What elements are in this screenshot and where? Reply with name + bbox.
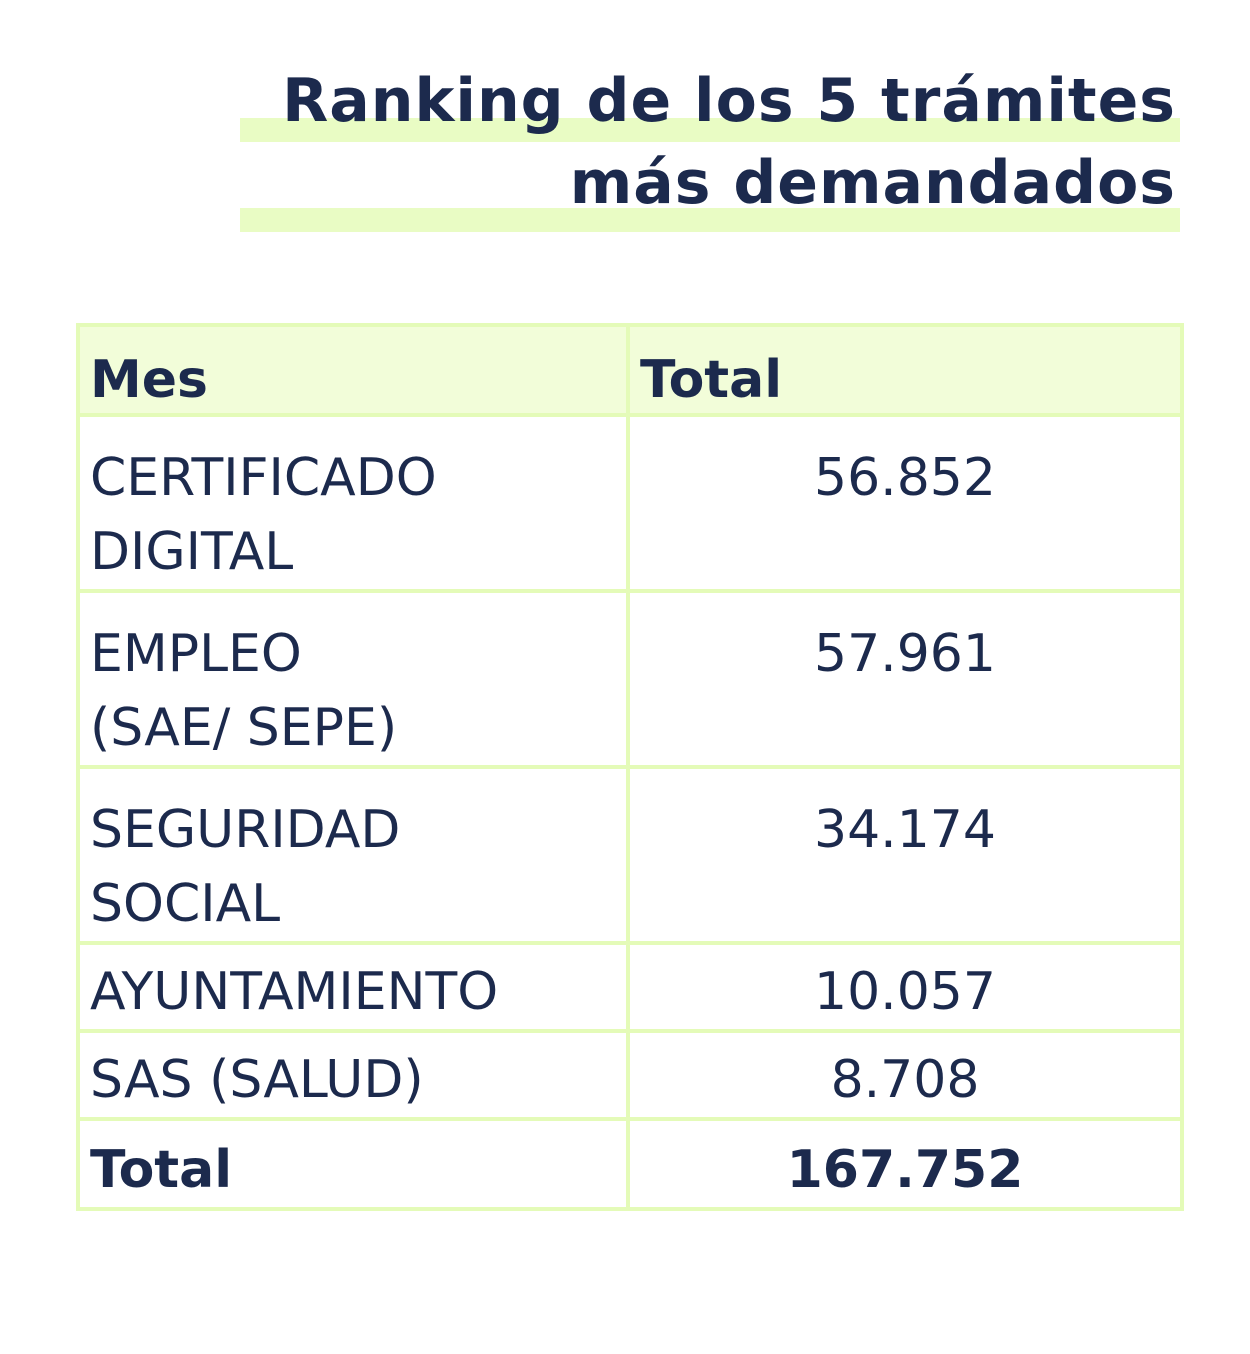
row-label-line-1: CERTIFICADO <box>90 448 437 508</box>
row-label: SAS (SALUD) <box>76 1029 630 1121</box>
row-label-line-2: DIGITAL <box>90 522 294 582</box>
title-text-2: más demandados <box>569 148 1176 218</box>
row-label-line-1: SEGURIDAD <box>90 800 401 860</box>
table-row: SEGURIDAD SOCIAL 34.174 <box>76 765 1184 945</box>
table-total-row: Total 167.752 <box>76 1117 1184 1211</box>
table-row: SAS (SALUD) 8.708 <box>76 1029 1184 1121</box>
header-total: Total <box>626 323 1184 417</box>
total-label: Total <box>76 1117 630 1211</box>
row-label-line-2: (SAE/ SEPE) <box>90 698 398 758</box>
row-value: 10.057 <box>626 941 1184 1033</box>
header-mes: Mes <box>76 323 630 417</box>
row-label: EMPLEO (SAE/ SEPE) <box>76 589 630 769</box>
row-value: 57.961 <box>626 589 1184 769</box>
ranking-table: Mes Total CERTIFICADO DIGITAL 56.852 EMP… <box>76 323 1184 1211</box>
title-highlight-2 <box>240 208 1180 232</box>
row-value: 34.174 <box>626 765 1184 945</box>
row-value: 8.708 <box>626 1029 1184 1121</box>
row-value: 56.852 <box>626 413 1184 593</box>
total-value: 167.752 <box>626 1117 1184 1211</box>
title-line-1: Ranking de los 5 trámites <box>240 60 1180 142</box>
chart-title: Ranking de los 5 trámites más demandados <box>240 60 1180 232</box>
row-label-line-2: SOCIAL <box>90 874 281 934</box>
table-row: CERTIFICADO DIGITAL 56.852 <box>76 413 1184 593</box>
title-line-2: más demandados <box>240 142 1180 232</box>
row-label: SEGURIDAD SOCIAL <box>76 765 630 945</box>
table-row: EMPLEO (SAE/ SEPE) 57.961 <box>76 589 1184 769</box>
table-header-row: Mes Total <box>76 323 1184 417</box>
row-label: AYUNTAMIENTO <box>76 941 630 1033</box>
title-text-1: Ranking de los 5 trámites <box>282 66 1176 136</box>
title-highlight-1 <box>240 118 1180 142</box>
row-label: CERTIFICADO DIGITAL <box>76 413 630 593</box>
row-label-line-1: EMPLEO <box>90 624 302 684</box>
table-row: AYUNTAMIENTO 10.057 <box>76 941 1184 1033</box>
